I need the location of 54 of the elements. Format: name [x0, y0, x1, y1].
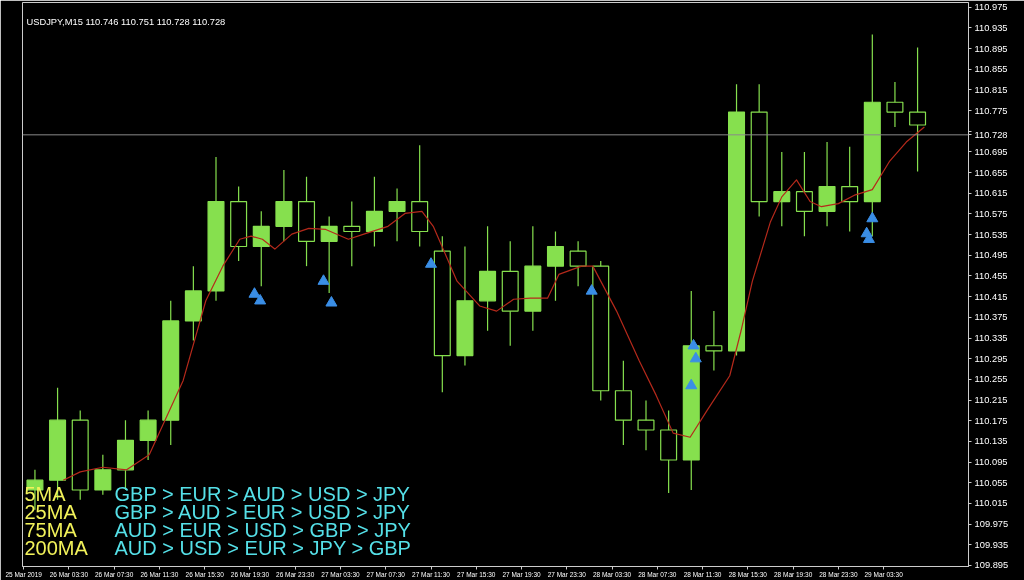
candlestick — [795, 151, 813, 237]
point — [689, 351, 702, 363]
y-tick-label: 110.015 — [974, 498, 1008, 509]
candlestick — [139, 409, 157, 461]
candlestick — [841, 146, 859, 233]
candlestick — [909, 46, 927, 173]
y-tick-label: 110.295 — [974, 353, 1008, 364]
candlestick — [637, 399, 655, 451]
y-tick-label: 110.895 — [974, 43, 1008, 54]
y-tick-label: 110.615 — [974, 188, 1008, 199]
candlestick — [343, 200, 361, 267]
point — [248, 287, 261, 298]
point — [425, 257, 437, 268]
y-tick-label: 110.455 — [974, 270, 1008, 281]
candlestick — [365, 176, 383, 248]
point — [325, 296, 338, 307]
y-tick-label: 110.935 — [974, 22, 1008, 33]
ref-line-label: 110.728 — [974, 129, 1008, 140]
y-tick-label: 109.975 — [974, 519, 1009, 530]
y-tick-label: 110.095 — [974, 457, 1008, 468]
candlestick — [705, 310, 723, 372]
point — [687, 338, 700, 350]
y-tick-label: 109.935 — [974, 539, 1009, 550]
point — [685, 378, 698, 390]
y-tick-label: 110.135 — [974, 436, 1008, 447]
y-tick-label: 110.415 — [974, 291, 1008, 302]
candlestick — [886, 81, 904, 128]
candlestick — [569, 240, 587, 287]
candlestick — [546, 230, 564, 302]
point — [585, 284, 598, 295]
y-tick-label: 110.775 — [974, 105, 1008, 116]
y-tick-label: 110.535 — [974, 229, 1008, 240]
y-tick-label: 110.855 — [974, 64, 1008, 75]
text: USDJPY,M15 110.746 110.751 110.728 110.728 — [26, 16, 226, 27]
point — [254, 293, 267, 305]
y-tick-label: 110.175 — [974, 415, 1008, 426]
y-tick-label: 109.895 — [974, 560, 1009, 571]
y-tick-label: 110.255 — [974, 374, 1008, 385]
y-tick-label: 110.575 — [974, 208, 1008, 219]
candlestick — [388, 188, 406, 242]
y-tick-label: 110.335 — [974, 333, 1008, 344]
y-tick-label: 110.495 — [974, 250, 1008, 261]
y-tick-label: 110.055 — [974, 477, 1008, 488]
candlestick — [252, 210, 270, 287]
candlestick — [773, 151, 791, 227]
point — [317, 274, 330, 285]
y-tick-label: 110.215 — [974, 395, 1008, 406]
y-tick-label: 110.815 — [974, 84, 1008, 95]
y-tick-label: 110.655 — [974, 167, 1008, 178]
y-tick-label: 110.975 — [974, 2, 1008, 13]
y-tick-label: 110.375 — [974, 312, 1008, 323]
y-tick-label: 110.695 — [974, 146, 1008, 157]
point — [866, 211, 879, 223]
candlestick — [94, 454, 112, 496]
